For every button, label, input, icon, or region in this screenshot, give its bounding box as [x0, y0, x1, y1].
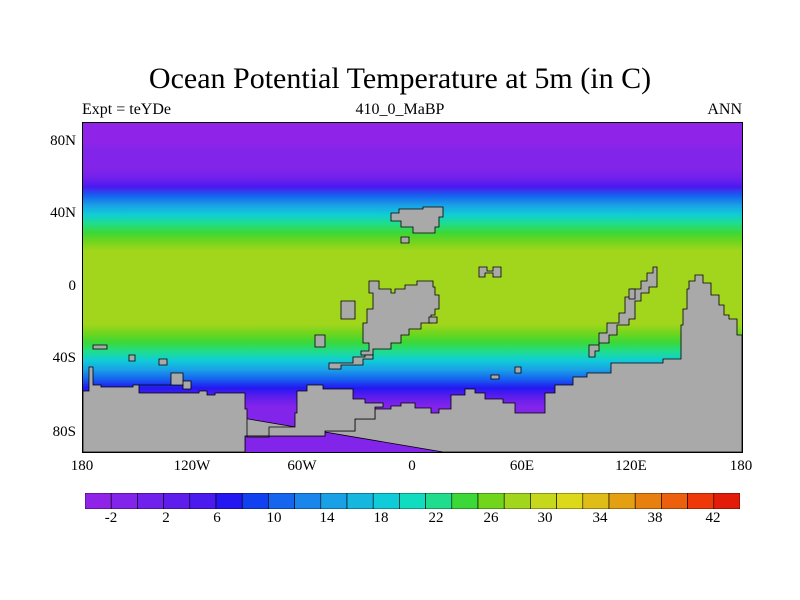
colorbar-label: 22: [428, 510, 444, 526]
land-equatorial-arm: [328, 354, 374, 370]
colorbar-box: [110, 493, 138, 509]
land-south-continent: [83, 274, 742, 452]
colorbar-box: [215, 493, 243, 509]
colorbar-box: [85, 493, 112, 509]
temperature-map: [82, 122, 743, 453]
colorbar-label: 26: [483, 510, 499, 526]
colorbar-box: [713, 493, 740, 509]
land-small-island-8: [158, 358, 168, 366]
land-small-island-1: [340, 300, 356, 320]
lon-label: 180: [70, 458, 94, 474]
land-small-island-3: [428, 316, 438, 324]
colorbar-label: -2: [104, 510, 118, 526]
colorbar-label: 18: [373, 510, 389, 526]
land-north-island: [400, 236, 410, 244]
colorbar-label: 34: [592, 510, 608, 526]
land-east-ribbon: [588, 266, 658, 358]
colorbar-label: 38: [647, 510, 663, 526]
colorbar-box: [477, 493, 505, 509]
lat-label: 40N: [50, 205, 76, 221]
land-small-island-4: [478, 266, 502, 278]
colorbar-box: [372, 493, 400, 509]
land-small-island-6: [514, 366, 522, 374]
land-east-peninsula: [628, 288, 636, 300]
time-label: 410_0_MaBP: [355, 101, 445, 118]
land-small-island-5: [490, 374, 500, 380]
lat-label: 40S: [52, 350, 76, 366]
colorbar-box: [294, 493, 322, 509]
lat-label: 80N: [50, 133, 76, 149]
colorbar-box: [189, 493, 217, 509]
land-small-island-7: [128, 354, 136, 362]
colorbar-box: [320, 493, 348, 509]
lat-label: 80S: [52, 424, 76, 440]
land-small-island-9: [170, 372, 184, 386]
colorbar-box: [346, 493, 374, 509]
colorbar: [85, 493, 740, 509]
map-title: Ocean Potential Temperature at 5m (in C): [148, 62, 652, 95]
colorbar-box: [451, 493, 479, 509]
colorbar-box: [137, 493, 164, 509]
lat-label: 0: [68, 278, 77, 294]
experiment-label: Expt = teYDe: [82, 101, 171, 118]
colorbar-box: [268, 493, 295, 509]
colorbar-box: [425, 493, 453, 509]
lon-label: 120E: [615, 458, 647, 474]
colorbar-label: 2: [162, 510, 170, 526]
lon-label: 0: [408, 458, 416, 474]
colorbar-box: [634, 493, 662, 509]
land-small-island-2: [314, 334, 326, 348]
colorbar-label: 42: [705, 510, 721, 526]
colorbar-box: [163, 493, 191, 509]
land-equatorial-continent: [360, 280, 440, 356]
season-label: ANN: [707, 101, 742, 118]
colorbar-label: 10: [266, 510, 282, 526]
land-small-island-10: [92, 344, 108, 350]
colorbar-label: 6: [213, 510, 221, 526]
colorbar-box: [661, 493, 688, 509]
land-south-continent-west: [83, 366, 384, 452]
colorbar-box: [687, 493, 715, 509]
lon-label: 60W: [287, 458, 317, 474]
colorbar-box: [399, 493, 426, 509]
land-masses: [83, 206, 742, 452]
colorbar-box: [241, 493, 269, 509]
colorbar-box: [530, 493, 557, 509]
colorbar-label: 30: [537, 510, 553, 526]
land-north-continent: [390, 206, 444, 234]
colorbar-box: [556, 493, 584, 509]
colorbar-label: 14: [319, 510, 335, 526]
colorbar-box: [503, 493, 531, 509]
lon-label: 180: [729, 458, 753, 474]
lon-label: 120W: [173, 458, 211, 474]
colorbar-box: [582, 493, 610, 509]
colorbar-box: [608, 493, 636, 509]
lon-label: 60E: [509, 458, 535, 474]
